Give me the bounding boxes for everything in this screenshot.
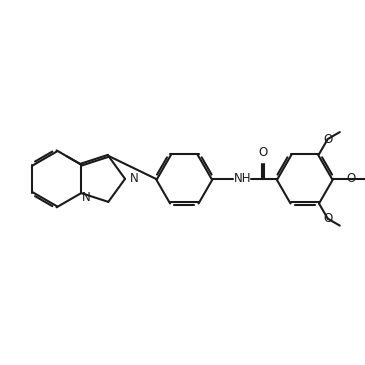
Text: O: O (323, 212, 333, 225)
Text: N: N (82, 191, 91, 204)
Text: O: O (323, 132, 333, 146)
Text: O: O (258, 146, 268, 159)
Text: N: N (130, 172, 138, 185)
Text: O: O (346, 172, 356, 185)
Text: NH: NH (234, 172, 251, 185)
